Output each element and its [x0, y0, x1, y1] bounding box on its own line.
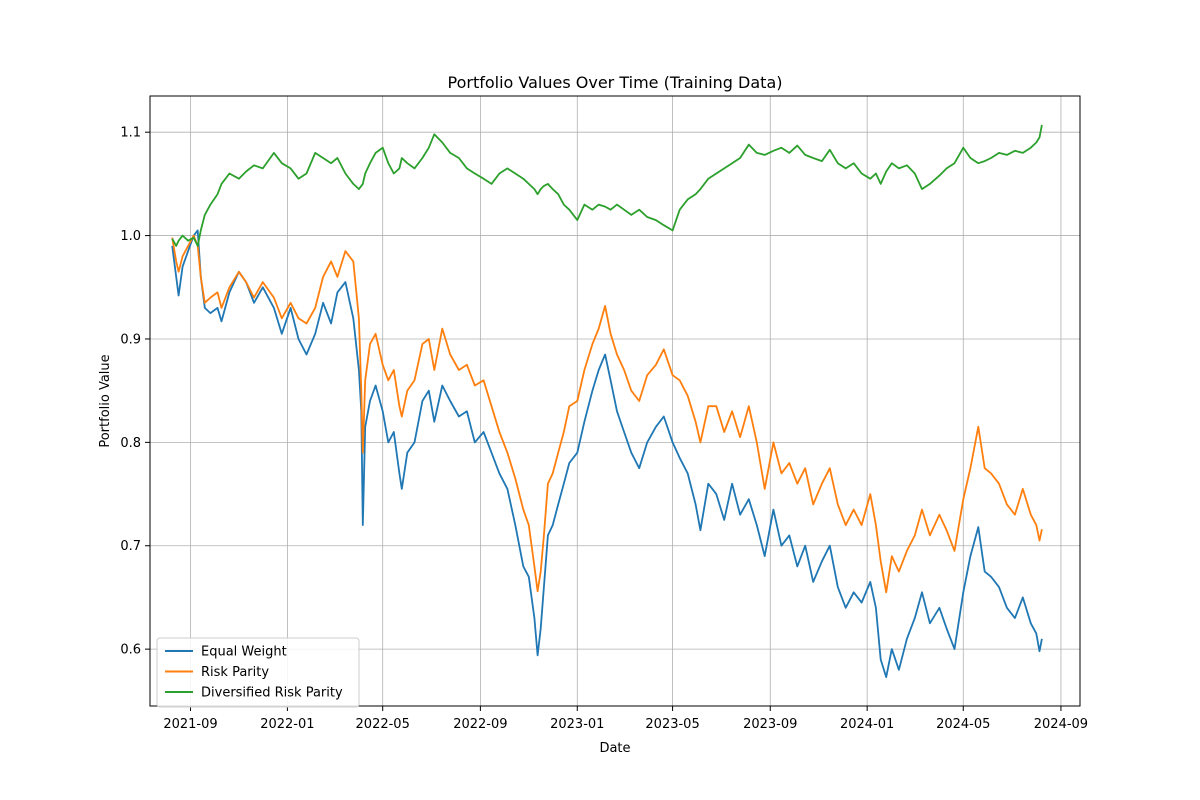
legend-label-equal-weight: Equal Weight — [201, 645, 287, 660]
series-line-equal-weight — [171, 229, 1043, 678]
legend-label-risk-parity: Risk Parity — [201, 665, 269, 680]
y-tick-label: 0.9 — [120, 332, 141, 347]
y-tick-label: 0.7 — [120, 539, 141, 554]
x-tick-label: 2023-01 — [550, 717, 604, 732]
legend-box — [156, 637, 360, 708]
y-tick-label: 0.8 — [120, 436, 141, 451]
series-line-diversified-risk-parity — [171, 124, 1043, 247]
x-tick-label: 2023-09 — [743, 717, 797, 732]
x-tick-label: 2022-01 — [260, 717, 314, 732]
series-line-risk-parity — [171, 234, 1043, 594]
plot-area-frame — [149, 95, 1081, 707]
x-tick-label: 2023-05 — [645, 717, 699, 732]
series-lines — [171, 124, 1043, 678]
x-tick-label: 2022-09 — [453, 717, 507, 732]
x-axis: 2021-09 2022-01 2022-05 2022-09 2023-01 2023-… — [163, 706, 1088, 732]
x-tick-label: 2024-09 — [1034, 717, 1088, 732]
y-tick-label: 1.0 — [120, 229, 141, 244]
x-tick-label: 2024-01 — [840, 717, 894, 732]
legend: Equal Weight Risk Parity Diversified Risk … — [156, 637, 360, 708]
y-axis: 0.6 0.7 0.8 0.9 1.0 1.1 — [120, 126, 150, 658]
y-tick-label: 0.6 — [120, 643, 141, 658]
y-tick-label: 1.1 — [120, 126, 141, 141]
legend-label-diversified-risk-parity: Diversified Risk Parity — [201, 686, 343, 701]
x-tick-label: 2022-05 — [356, 717, 410, 732]
y-axis-label: Portfolio Value — [98, 354, 113, 447]
x-axis-label: Date — [599, 741, 630, 756]
grid-lines — [150, 96, 1080, 706]
x-tick-label: 2021-09 — [163, 717, 217, 732]
x-tick-label: 2024-05 — [936, 717, 990, 732]
chart-title: Portfolio Values Over Time (Training Dat… — [448, 73, 783, 92]
